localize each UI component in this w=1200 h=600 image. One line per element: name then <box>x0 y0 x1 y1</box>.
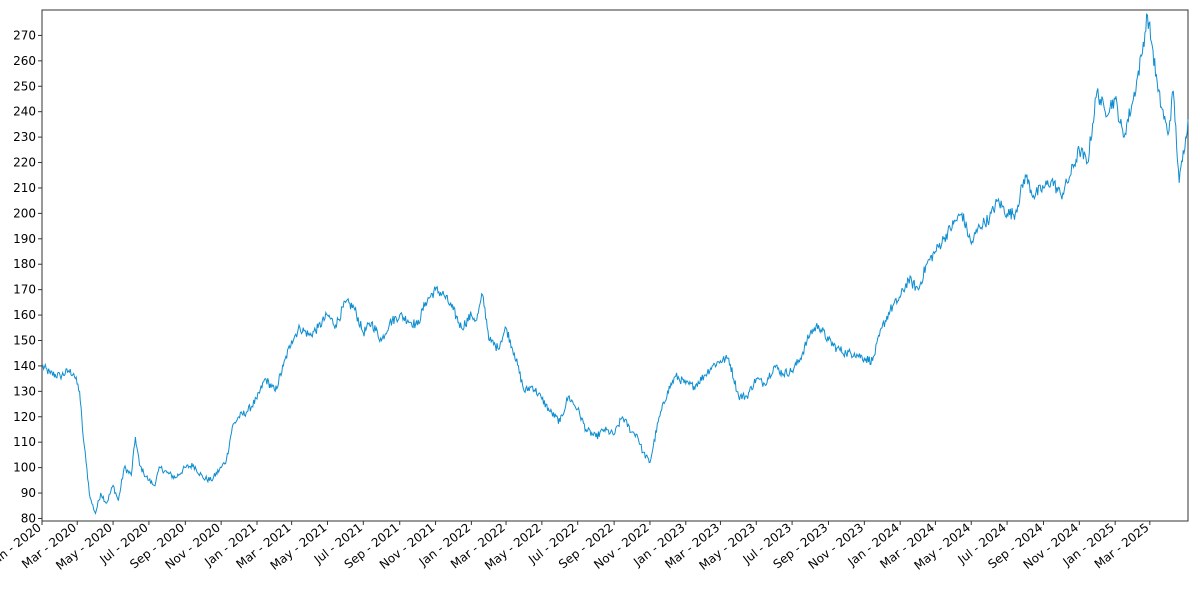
y-tick-label: 160 <box>13 308 36 322</box>
plot-area: 80 90 100 110 120 130 140 150 160 170 180 190 200 210… <box>0 9 1189 573</box>
y-tick-label: 100 <box>13 461 36 475</box>
y-tick-label: 230 <box>13 130 36 144</box>
y-tick-label: 250 <box>13 79 36 93</box>
y-tick-label: 90 <box>21 486 36 500</box>
y-tick-label: 270 <box>13 28 36 42</box>
y-tick-label: 200 <box>13 206 36 220</box>
price-series-line <box>41 13 1189 515</box>
y-tick-label: 220 <box>13 156 36 170</box>
y-axis: 80 90 100 110 120 130 140 150 160 170 180 190 200 210… <box>13 28 42 525</box>
y-tick-label: 130 <box>13 384 36 398</box>
y-tick-label: 80 <box>21 511 36 525</box>
y-tick-label: 260 <box>13 54 36 68</box>
y-tick-label: 110 <box>13 435 36 449</box>
y-tick-label: 190 <box>13 232 36 246</box>
y-tick-label: 120 <box>13 410 36 424</box>
y-tick-label: 140 <box>13 359 36 373</box>
y-tick-label: 240 <box>13 105 36 119</box>
y-tick-label: 210 <box>13 181 36 195</box>
y-tick-label: 150 <box>13 333 36 347</box>
y-tick-label: 170 <box>13 283 36 297</box>
y-tick-label: 180 <box>13 257 36 271</box>
plot-frame <box>41 9 1189 522</box>
